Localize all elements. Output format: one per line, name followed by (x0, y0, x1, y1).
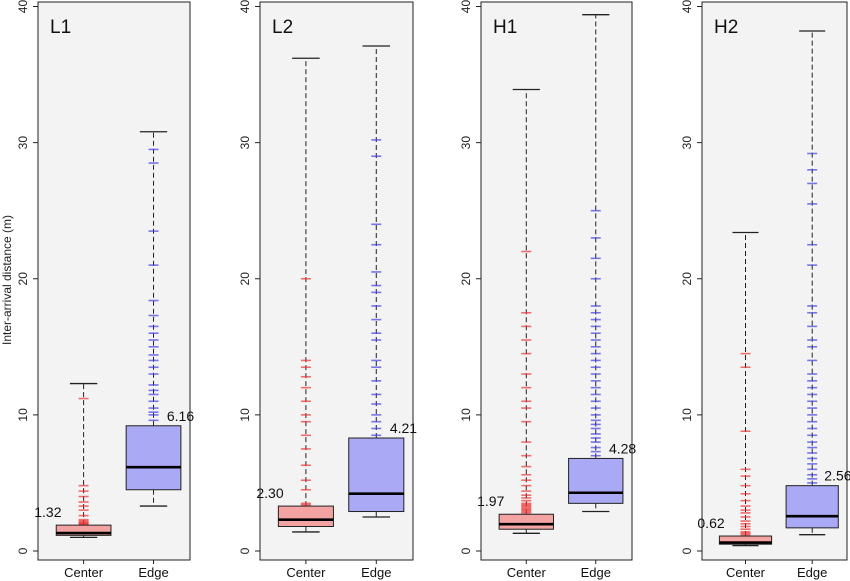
panel-l2: 0 10 20 30 40 L2 2.30 Center 4.21 Edge (238, 0, 417, 580)
panel-title: H1 (493, 17, 517, 38)
x-tick-label: Edge (138, 565, 168, 580)
y-tick-label: 20 (459, 272, 473, 286)
box-edge: 2.56 (785, 30, 850, 536)
median-label: 4.21 (390, 420, 417, 436)
y-tick-label: 0 (459, 547, 473, 554)
panel-title: L2 (272, 17, 293, 38)
y-tick-label: 20 (238, 272, 252, 286)
x-tick-label: Center (726, 565, 766, 580)
iqr-box (277, 505, 334, 527)
x-tick-label: Edge (361, 565, 391, 580)
y-tick-label: 0 (680, 547, 694, 554)
y-tick-label: 40 (16, 0, 30, 13)
y-tick-label: 20 (16, 272, 30, 286)
iqr-box (125, 425, 182, 491)
panel-h2: 0 10 20 30 40 H2 0.62 Center 2.56 Edge (680, 0, 850, 580)
median-label: 2.56 (824, 468, 850, 484)
y-tick-label: 30 (459, 136, 473, 150)
box-edge: 4.21 (348, 45, 417, 518)
box-center: 1.97 (477, 88, 554, 534)
iqr-box (498, 513, 554, 530)
panels: 0 10 20 30 40 L1 1.32 Center 6.16 Edge 0 10 20 30 40 L2… (16, 0, 850, 580)
y-tick-label: 30 (680, 136, 694, 150)
panel-title: L1 (50, 17, 71, 38)
y-axis-label: Inter-arrival distance (m) (0, 215, 14, 345)
y-tick-label: 40 (459, 0, 473, 13)
median-label: 0.62 (697, 515, 724, 531)
y-tick-label: 40 (680, 0, 694, 13)
panel-h1: 0 10 20 30 40 H1 1.97 Center 4.28 Edge (459, 0, 636, 580)
x-tick-label: Edge (581, 565, 611, 580)
box-edge: 4.28 (568, 14, 636, 513)
y-tick-label: 20 (680, 272, 694, 286)
box-center: 2.30 (256, 57, 334, 533)
iqr-box (785, 485, 839, 529)
iqr-box (55, 524, 112, 536)
y-tick-label: 30 (16, 136, 30, 150)
x-tick-label: Center (507, 565, 547, 580)
panel-l1: 0 10 20 30 40 L1 1.32 Center 6.16 Edge (16, 0, 194, 580)
median-label: 6.16 (167, 408, 194, 424)
iqr-box (568, 457, 624, 504)
box-edge: 6.16 (125, 131, 194, 507)
y-tick-label: 40 (238, 0, 252, 13)
panel-frame (701, 1, 848, 561)
x-tick-label: Center (286, 565, 326, 580)
y-tick-label: 10 (238, 408, 252, 422)
y-tick-label: 0 (16, 547, 30, 554)
panel-title: H2 (714, 17, 738, 38)
median-label: 1.97 (477, 493, 504, 509)
median-label: 2.30 (256, 485, 283, 501)
box-center: 0.62 (697, 231, 773, 547)
y-tick-label: 10 (680, 408, 694, 422)
y-tick-label: 10 (459, 408, 473, 422)
box-center: 1.32 (34, 382, 112, 539)
x-tick-label: Edge (797, 565, 827, 580)
median-label: 1.32 (34, 504, 61, 520)
x-tick-label: Center (64, 565, 104, 580)
y-tick-label: 10 (16, 408, 30, 422)
y-tick-label: 30 (238, 136, 252, 150)
median-label: 4.28 (609, 440, 636, 456)
iqr-box (718, 535, 773, 545)
iqr-box (348, 437, 405, 513)
y-tick-label: 0 (238, 547, 252, 554)
